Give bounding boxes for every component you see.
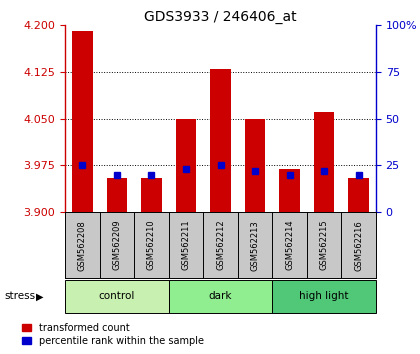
Text: GSM562210: GSM562210	[147, 220, 156, 270]
Bar	[107, 178, 127, 212]
Bar	[176, 119, 196, 212]
Text: GSM562214: GSM562214	[285, 220, 294, 270]
Text: ▶: ▶	[36, 291, 43, 302]
Title: GDS3933 / 246406_at: GDS3933 / 246406_at	[144, 10, 297, 24]
Legend: transformed count, percentile rank within the sample: transformed count, percentile rank withi…	[22, 323, 204, 346]
Bar	[210, 69, 231, 212]
Text: GSM562215: GSM562215	[320, 220, 328, 270]
Bar	[314, 112, 334, 212]
Text: GSM562213: GSM562213	[251, 220, 260, 270]
Text: high light: high light	[299, 291, 349, 302]
Text: GSM562209: GSM562209	[113, 220, 121, 270]
Text: GSM562211: GSM562211	[181, 220, 190, 270]
Text: GSM562212: GSM562212	[216, 220, 225, 270]
Bar	[72, 31, 93, 212]
Bar	[141, 178, 162, 212]
Bar	[245, 119, 265, 212]
Text: control: control	[99, 291, 135, 302]
Bar	[279, 169, 300, 212]
FancyBboxPatch shape	[65, 280, 169, 313]
Bar	[348, 178, 369, 212]
Text: dark: dark	[209, 291, 232, 302]
FancyBboxPatch shape	[272, 280, 376, 313]
Text: GSM562208: GSM562208	[78, 220, 87, 270]
Text: stress: stress	[4, 291, 35, 302]
FancyBboxPatch shape	[169, 280, 272, 313]
Text: GSM562216: GSM562216	[354, 220, 363, 270]
